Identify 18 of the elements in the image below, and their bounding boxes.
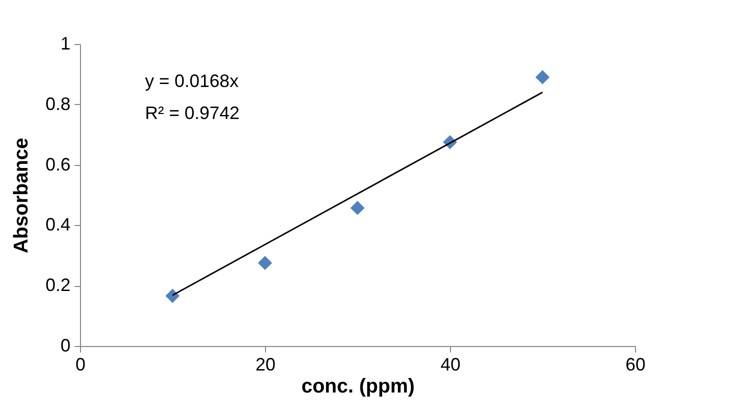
annotation: R² = 0.9742 — [145, 103, 240, 123]
x-tick-label: 60 — [625, 354, 646, 374]
x-tick-label: 0 — [75, 354, 86, 374]
y-tick-label: 0.2 — [45, 275, 70, 296]
y-tick-label: 0.4 — [45, 214, 70, 235]
point — [535, 70, 550, 84]
x-axis-title: conc. (ppm) — [301, 376, 415, 398]
y-tick-label: 0.8 — [45, 94, 70, 114]
x-tick-label: 40 — [440, 354, 461, 374]
y-axis-title: Absorbance — [10, 138, 32, 254]
x-tick-label: 20 — [255, 354, 276, 374]
y-tick-label: 0 — [60, 336, 70, 356]
annotation: y = 0.0168x — [145, 71, 239, 91]
point — [350, 200, 365, 216]
y-tick-label: 1 — [60, 34, 70, 54]
point — [258, 256, 272, 270]
point — [165, 288, 180, 303]
y-tick-label: 0.6 — [45, 154, 70, 174]
